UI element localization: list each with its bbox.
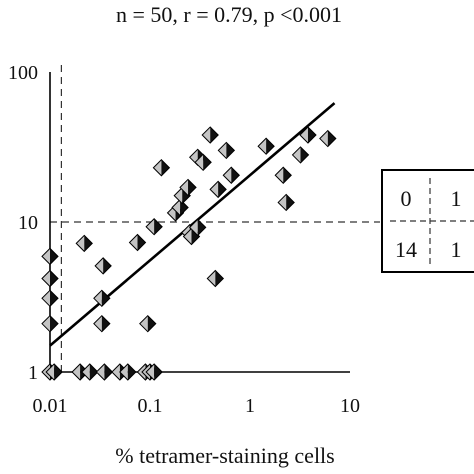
y-tick-label: 1 xyxy=(28,362,38,384)
data-points xyxy=(41,126,337,381)
data-point xyxy=(217,141,236,160)
data-point xyxy=(152,159,171,177)
data-point xyxy=(179,178,197,197)
data-point xyxy=(189,218,207,237)
data-point xyxy=(45,363,63,381)
y-tick-label: 10 xyxy=(18,212,38,234)
data-point xyxy=(93,289,111,308)
data-point xyxy=(209,180,227,199)
data-point xyxy=(194,153,212,172)
data-point xyxy=(201,126,219,144)
x-tick-label: 1 xyxy=(245,395,255,417)
data-point xyxy=(206,269,225,288)
threshold-lines xyxy=(50,62,380,372)
data-point xyxy=(75,234,93,253)
chart-title: n = 50, r = 0.79, p <0.001 xyxy=(116,2,342,27)
x-tick-label: 0.1 xyxy=(138,395,163,417)
x-tick-label: 10 xyxy=(340,395,360,417)
data-point xyxy=(41,247,59,266)
data-point xyxy=(319,129,337,148)
data-point xyxy=(128,233,147,252)
data-point xyxy=(95,363,114,381)
data-point xyxy=(139,314,157,333)
data-point xyxy=(299,126,317,144)
quadrant-table-cell: 1 xyxy=(451,186,462,211)
data-point xyxy=(277,193,295,212)
data-point xyxy=(222,166,240,184)
y-tick-label: 100 xyxy=(8,62,38,84)
quadrant-table-cell: 0 xyxy=(401,186,412,211)
quadrant-table: 0 1 14 1 xyxy=(381,169,474,273)
data-point xyxy=(41,269,59,288)
data-point xyxy=(94,257,112,275)
data-point xyxy=(41,314,59,333)
x-tick-label: 0.01 xyxy=(33,395,68,417)
data-point xyxy=(93,314,111,333)
quadrant-table-cell: 14 xyxy=(395,237,417,262)
data-point xyxy=(119,363,137,381)
quadrant-table-cell: 1 xyxy=(451,237,462,262)
data-point xyxy=(274,166,292,184)
data-point xyxy=(41,289,59,308)
data-point xyxy=(291,146,310,164)
x-axis-label: % tetramer-staining cells xyxy=(115,443,334,468)
data-point xyxy=(145,218,163,236)
quadrant-table-border xyxy=(381,169,474,273)
data-point xyxy=(81,363,99,381)
tick-labels: 0.01 0.1 1 10 1 10 100 xyxy=(8,62,360,417)
data-point xyxy=(257,137,275,155)
data-point xyxy=(145,363,163,381)
